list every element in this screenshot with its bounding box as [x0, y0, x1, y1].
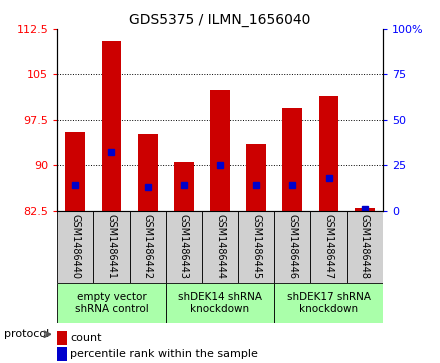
Text: GSM1486442: GSM1486442 [143, 214, 153, 280]
Text: GSM1486447: GSM1486447 [323, 214, 334, 280]
Bar [57, 211, 93, 283]
Bar [238, 211, 274, 283]
Text: empty vector
shRNA control: empty vector shRNA control [75, 292, 148, 314]
Bar [210, 90, 230, 211]
Bar [319, 95, 338, 211]
Bar [347, 211, 383, 283]
Bar [311, 211, 347, 283]
Text: GSM1486443: GSM1486443 [179, 214, 189, 280]
Bar [57, 331, 67, 345]
Bar [166, 211, 202, 283]
Text: protocol: protocol [4, 329, 50, 339]
Bar [138, 134, 158, 211]
Text: shDEK14 shRNA
knockdown: shDEK14 shRNA knockdown [178, 292, 262, 314]
Text: count: count [70, 333, 102, 343]
Bar [93, 211, 129, 283]
Text: GSM1486441: GSM1486441 [106, 214, 117, 280]
Bar [166, 283, 274, 323]
Title: GDS5375 / ILMN_1656040: GDS5375 / ILMN_1656040 [129, 13, 311, 26]
Text: GSM1486445: GSM1486445 [251, 214, 261, 280]
Bar [282, 108, 302, 211]
Bar [129, 211, 166, 283]
Text: GSM1486448: GSM1486448 [360, 214, 370, 280]
Bar [274, 211, 311, 283]
Bar [246, 144, 266, 211]
Bar [57, 283, 166, 323]
Bar [57, 347, 67, 361]
Bar [102, 41, 121, 211]
Bar [355, 208, 375, 211]
Text: GSM1486440: GSM1486440 [70, 214, 80, 280]
Bar [202, 211, 238, 283]
Text: percentile rank within the sample: percentile rank within the sample [70, 349, 258, 359]
Text: shDEK17 shRNA
knockdown: shDEK17 shRNA knockdown [286, 292, 370, 314]
Text: GSM1486444: GSM1486444 [215, 214, 225, 280]
Bar [66, 132, 85, 211]
Text: GSM1486446: GSM1486446 [287, 214, 297, 280]
Bar [174, 162, 194, 211]
Bar [274, 283, 383, 323]
